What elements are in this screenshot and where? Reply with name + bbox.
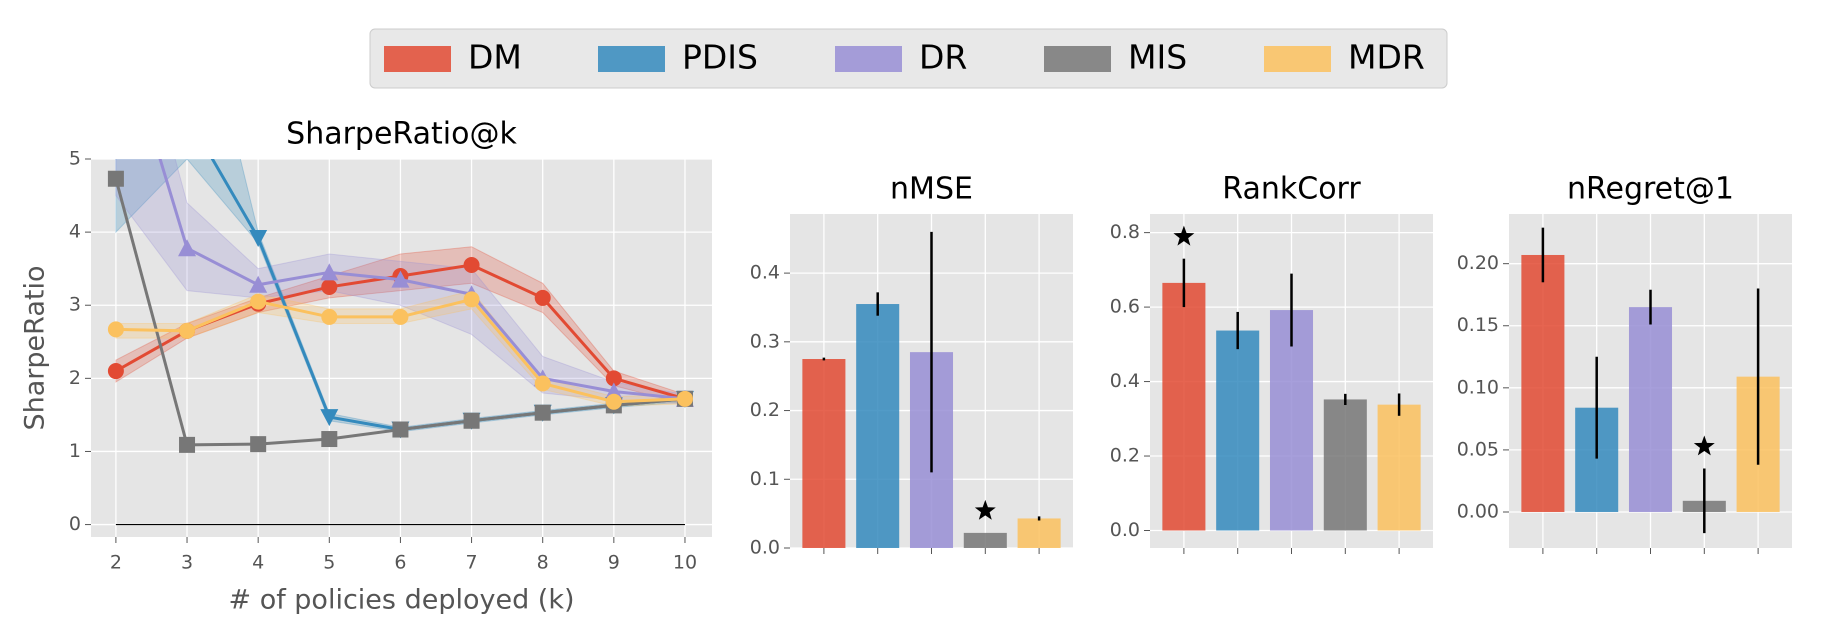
x-tick-label: 2 xyxy=(110,552,122,574)
marker xyxy=(320,409,339,427)
legend-label: DM xyxy=(468,38,522,77)
best-marker xyxy=(1173,225,1195,246)
marker xyxy=(107,321,124,338)
bar xyxy=(802,359,846,548)
y-tick-label: 0.00 xyxy=(1457,500,1499,522)
y-tick-label: 0.0 xyxy=(1110,519,1140,541)
bar xyxy=(963,532,1007,548)
bar xyxy=(1377,404,1421,531)
y-tick-label: 0.4 xyxy=(1110,370,1140,392)
y-tick-label: 0 xyxy=(69,513,81,535)
bar xyxy=(1017,518,1061,548)
plot-area xyxy=(91,159,712,537)
bar xyxy=(1628,307,1673,512)
marker xyxy=(179,322,196,339)
marker xyxy=(534,404,551,421)
y-tick-label: 0.0 xyxy=(750,537,780,559)
legend-swatch xyxy=(1264,46,1331,72)
marker xyxy=(107,170,124,187)
marker xyxy=(320,263,339,281)
x-tick-label: 5 xyxy=(323,552,335,574)
marker xyxy=(249,275,268,293)
x-tick-label: 10 xyxy=(673,552,697,574)
chart-title: nMSE xyxy=(890,172,973,207)
legend-swatch xyxy=(598,46,665,72)
chart-title: RankCorr xyxy=(1222,172,1361,207)
y-tick-label: 1 xyxy=(69,440,81,462)
marker xyxy=(178,239,197,257)
y-tick-label: 0.3 xyxy=(750,330,780,352)
chart-title: nRegret@1 xyxy=(1567,172,1734,207)
chart-title: SharpeRatio@k xyxy=(286,117,517,152)
y-tick-label: 0.05 xyxy=(1457,438,1499,460)
marker xyxy=(107,4,125,21)
legend-label: MDR xyxy=(1348,38,1425,77)
marker xyxy=(392,308,409,325)
marker xyxy=(178,107,196,124)
marker xyxy=(249,229,268,247)
marker xyxy=(605,393,622,410)
legend-swatch xyxy=(835,46,902,72)
x-tick-label: 3 xyxy=(181,552,193,574)
x-tick-label: 6 xyxy=(394,552,406,574)
y-tick-label: 5 xyxy=(69,148,81,170)
bar xyxy=(1216,330,1260,531)
marker xyxy=(463,257,480,274)
marker xyxy=(534,375,551,392)
x-tick-label: 8 xyxy=(537,552,549,574)
bar xyxy=(1521,254,1565,512)
marker xyxy=(321,431,338,448)
legend-label: DR xyxy=(919,38,967,77)
marker xyxy=(605,370,622,387)
marker xyxy=(250,293,267,310)
best-marker xyxy=(1693,435,1715,456)
legend-swatch xyxy=(1044,46,1111,72)
y-tick-label: 0.2 xyxy=(750,399,780,421)
x-axis-label: # of policies deployed (k) xyxy=(228,585,574,616)
x-tick-label: 4 xyxy=(252,552,264,574)
bar xyxy=(1269,310,1314,531)
marker xyxy=(463,291,480,308)
marker xyxy=(676,390,693,407)
y-tick-label: 2 xyxy=(69,367,81,389)
marker xyxy=(392,421,409,438)
marker xyxy=(179,436,196,453)
y-tick-label: 4 xyxy=(69,221,81,243)
legend-swatch xyxy=(384,46,451,72)
marker xyxy=(321,308,338,325)
bar xyxy=(1162,282,1206,531)
marker xyxy=(107,41,125,58)
y-tick-label: 0.15 xyxy=(1457,314,1499,336)
legend-label: MIS xyxy=(1128,38,1187,77)
marker xyxy=(107,363,124,380)
best-marker xyxy=(974,499,996,520)
legend-box xyxy=(369,28,1448,89)
series-layer xyxy=(107,4,694,453)
marker xyxy=(250,436,267,453)
y-tick-label: 0.20 xyxy=(1457,252,1499,274)
marker xyxy=(463,412,480,429)
y-tick-label: 0.1 xyxy=(750,468,780,490)
x-tick-label: 7 xyxy=(466,552,478,574)
marker xyxy=(321,278,338,295)
y-tick-label: 0.4 xyxy=(750,262,780,284)
y-axis-label: SharpeRatio xyxy=(20,266,51,431)
y-tick-label: 0.2 xyxy=(1110,445,1140,467)
y-tick-label: 0.8 xyxy=(1110,221,1140,243)
bar xyxy=(1323,399,1367,531)
bar xyxy=(856,304,900,548)
y-tick-label: 3 xyxy=(69,294,81,316)
marker xyxy=(534,289,551,306)
y-tick-label: 0.6 xyxy=(1110,296,1140,318)
legend-label: PDIS xyxy=(682,38,758,77)
y-tick-label: 0.10 xyxy=(1457,376,1499,398)
marker xyxy=(391,270,410,288)
x-tick-label: 9 xyxy=(608,552,620,574)
